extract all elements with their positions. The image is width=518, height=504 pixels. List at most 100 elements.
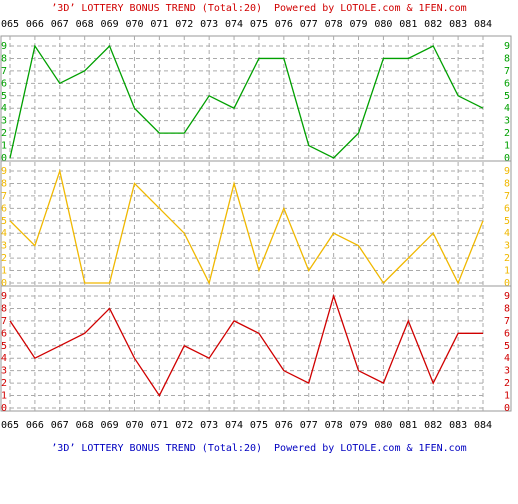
y-tick-label: 7 bbox=[504, 316, 510, 327]
y-tick-label: 9 bbox=[1, 166, 7, 177]
x-tick-label: 075 bbox=[250, 420, 268, 431]
y-tick-label: 5 bbox=[504, 216, 510, 227]
y-tick-label: 8 bbox=[504, 53, 510, 64]
x-tick-label: 066 bbox=[26, 420, 44, 431]
y-tick-label: 0 bbox=[504, 403, 510, 414]
y-tick-label: 0 bbox=[504, 153, 510, 164]
x-tick-label: 081 bbox=[399, 19, 417, 30]
y-tick-label: 5 bbox=[504, 341, 510, 352]
x-tick-label: 067 bbox=[51, 19, 69, 30]
plot-border bbox=[0, 35, 512, 412]
y-tick-label: 3 bbox=[1, 241, 7, 252]
y-tick-label: 7 bbox=[1, 316, 7, 327]
x-tick-label: 073 bbox=[200, 19, 218, 30]
y-tick-label: 3 bbox=[504, 366, 510, 377]
y-tick-label: 8 bbox=[1, 178, 7, 189]
y-tick-label: 8 bbox=[1, 303, 7, 314]
y-tick-label: 3 bbox=[1, 116, 7, 127]
x-tick-label: 068 bbox=[76, 420, 94, 431]
y-tick-label: 5 bbox=[1, 341, 7, 352]
y-tick-label: 3 bbox=[504, 116, 510, 127]
y-tick-label: 9 bbox=[504, 166, 510, 177]
x-tick-label: 069 bbox=[101, 19, 119, 30]
y-tick-label: 0 bbox=[504, 278, 510, 289]
x-tick-label: 079 bbox=[349, 420, 367, 431]
y-tick-label: 9 bbox=[504, 41, 510, 52]
x-tick-label: 075 bbox=[250, 19, 268, 30]
y-tick-label: 4 bbox=[1, 228, 7, 239]
y-tick-label: 8 bbox=[504, 178, 510, 189]
y-tick-label: 1 bbox=[1, 266, 7, 277]
x-tick-label: 078 bbox=[325, 19, 343, 30]
x-tick-label: 074 bbox=[225, 19, 243, 30]
y-tick-label: 8 bbox=[504, 303, 510, 314]
series-line bbox=[9, 293, 483, 397]
x-tick-label: 070 bbox=[125, 19, 143, 30]
y-tick-label: 7 bbox=[1, 66, 7, 77]
x-tick-label: 081 bbox=[399, 420, 417, 431]
y-tick-label: 5 bbox=[1, 216, 7, 227]
y-tick-label: 2 bbox=[1, 128, 7, 139]
x-tick-label: 082 bbox=[424, 19, 442, 30]
y-tick-label: 1 bbox=[504, 141, 510, 152]
x-tick-label: 083 bbox=[449, 420, 467, 431]
x-tick-label: 076 bbox=[275, 420, 293, 431]
y-tick-label: 4 bbox=[1, 103, 7, 114]
x-tick-label: 084 bbox=[474, 420, 492, 431]
y-tick-label: 3 bbox=[1, 366, 7, 377]
y-tick-label: 7 bbox=[504, 66, 510, 77]
y-tick-label: 0 bbox=[1, 153, 7, 164]
x-tick-label: 071 bbox=[150, 19, 168, 30]
y-tick-label: 6 bbox=[1, 78, 7, 89]
y-tick-label: 1 bbox=[1, 391, 7, 402]
x-tick-label: 070 bbox=[125, 420, 143, 431]
y-tick-label: 5 bbox=[504, 91, 510, 102]
y-tick-label: 5 bbox=[1, 91, 7, 102]
chart-title: ’3D’ LOTTERY BONUS TREND (Total:20) Powe… bbox=[51, 3, 466, 14]
y-tick-label: 6 bbox=[1, 203, 7, 214]
x-tick-label: 069 bbox=[101, 420, 119, 431]
x-tick-label: 078 bbox=[325, 420, 343, 431]
y-tick-label: 3 bbox=[504, 241, 510, 252]
x-tick-label: 066 bbox=[26, 19, 44, 30]
x-tick-label: 068 bbox=[76, 19, 94, 30]
y-tick-label: 0 bbox=[1, 278, 7, 289]
x-tick-label: 083 bbox=[449, 19, 467, 30]
y-tick-label: 1 bbox=[504, 266, 510, 277]
y-tick-label: 6 bbox=[504, 203, 510, 214]
y-tick-label: 4 bbox=[504, 353, 510, 364]
y-tick-label: 8 bbox=[1, 53, 7, 64]
x-tick-label: 077 bbox=[300, 19, 318, 30]
x-tick-label: 079 bbox=[349, 19, 367, 30]
x-tick-label: 065 bbox=[1, 19, 19, 30]
y-tick-label: 1 bbox=[504, 391, 510, 402]
y-tick-label: 4 bbox=[504, 228, 510, 239]
y-tick-label: 7 bbox=[504, 191, 510, 202]
x-tick-label: 076 bbox=[275, 19, 293, 30]
x-tick-label: 074 bbox=[225, 420, 243, 431]
y-tick-label: 4 bbox=[1, 353, 7, 364]
x-tick-label: 082 bbox=[424, 420, 442, 431]
x-tick-label: 080 bbox=[374, 19, 392, 30]
y-tick-label: 0 bbox=[1, 403, 7, 414]
series-line bbox=[9, 44, 484, 159]
chart-footer: ’3D’ LOTTERY BONUS TREND (Total:20) Powe… bbox=[51, 443, 466, 454]
x-tick-label: 072 bbox=[175, 420, 193, 431]
y-tick-label: 9 bbox=[504, 291, 510, 302]
y-tick-label: 2 bbox=[504, 253, 510, 264]
x-tick-label: 073 bbox=[200, 420, 218, 431]
y-tick-label: 9 bbox=[1, 291, 7, 302]
x-tick-label: 065 bbox=[1, 420, 19, 431]
x-tick-label: 080 bbox=[374, 420, 392, 431]
y-tick-label: 6 bbox=[504, 328, 510, 339]
y-tick-label: 2 bbox=[1, 253, 7, 264]
y-tick-label: 6 bbox=[1, 328, 7, 339]
series-line bbox=[9, 168, 484, 285]
x-tick-label: 077 bbox=[300, 420, 318, 431]
y-tick-label: 2 bbox=[504, 378, 510, 389]
y-tick-label: 9 bbox=[1, 41, 7, 52]
y-tick-label: 2 bbox=[504, 128, 510, 139]
y-tick-label: 1 bbox=[1, 141, 7, 152]
y-tick-label: 6 bbox=[504, 78, 510, 89]
